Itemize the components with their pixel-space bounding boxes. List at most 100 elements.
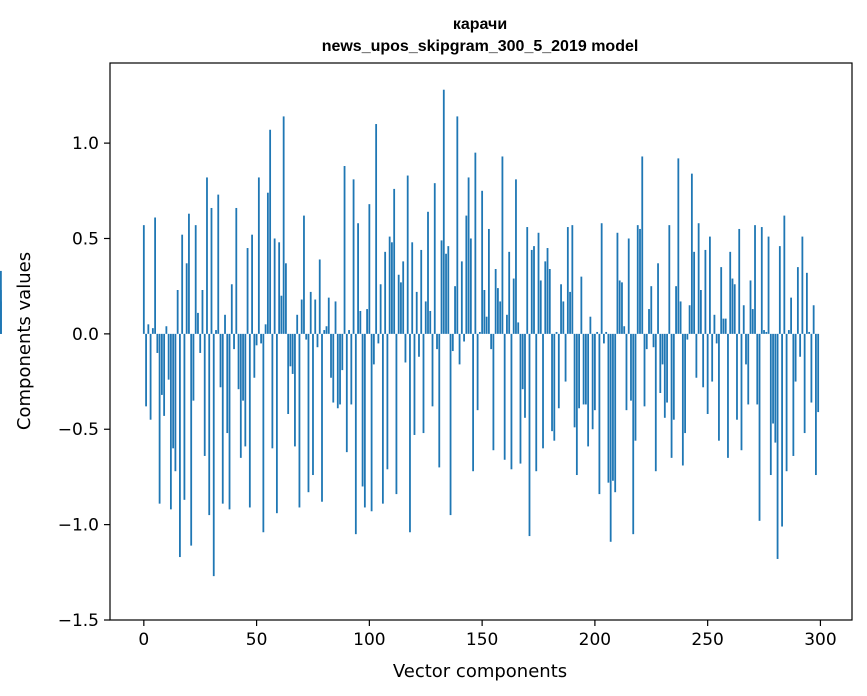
bar-243 — [690, 173, 693, 334]
bar-190 — [571, 225, 574, 334]
bar-32 — [215, 330, 217, 334]
bar-204 — [603, 333, 605, 344]
bar-64 — [287, 333, 290, 414]
bar-279 — [772, 333, 774, 424]
bar-217 — [632, 333, 635, 535]
bar-154 — [490, 333, 493, 350]
bar-38 — [228, 333, 231, 510]
bar-73 — [307, 333, 310, 493]
bar-65 — [289, 333, 292, 367]
bar-51 — [257, 177, 260, 334]
bar-172 — [530, 249, 533, 334]
bar-230 — [661, 333, 664, 365]
bar-95 — [357, 223, 359, 334]
y-tick-label: 1.0 — [72, 134, 99, 154]
bar-49 — [253, 333, 256, 378]
bar-214 — [625, 333, 628, 411]
bar-149 — [478, 331, 481, 334]
bar-256 — [720, 267, 723, 334]
bar-282 — [778, 246, 781, 334]
bar-193 — [578, 333, 580, 409]
bar-133 — [442, 89, 445, 334]
bar-43 — [239, 333, 242, 458]
bar-47 — [248, 333, 251, 508]
bar-71 — [303, 215, 305, 334]
bar-203 — [600, 223, 603, 334]
bar-260 — [729, 251, 732, 334]
bar-5 — [154, 217, 156, 334]
bar-83 — [330, 333, 332, 378]
bar-108 — [386, 333, 389, 470]
bar-52 — [260, 333, 262, 344]
bar-221 — [641, 156, 644, 334]
bar-264 — [738, 228, 741, 334]
bar-3 — [149, 333, 152, 420]
bar-299 — [817, 333, 820, 413]
bar-239 — [681, 333, 684, 466]
bar-46 — [246, 248, 249, 334]
bar-69 — [298, 333, 301, 508]
bar-56 — [269, 129, 272, 334]
bar-276 — [765, 331, 768, 334]
bar-272 — [756, 333, 759, 405]
x-tick-label: 150 — [466, 630, 498, 650]
bar-25 — [199, 333, 202, 353]
bar-266 — [742, 305, 745, 334]
bar-245 — [695, 333, 698, 378]
bar-55 — [266, 192, 269, 334]
bar-211 — [618, 280, 621, 334]
bar-74 — [309, 291, 312, 334]
bar-170 — [526, 227, 529, 334]
bar-122 — [418, 333, 420, 357]
bar-241 — [686, 333, 689, 340]
bar-189 — [569, 291, 571, 334]
bar-70 — [300, 299, 303, 334]
bar-16 — [179, 333, 181, 558]
bar-281 — [776, 333, 779, 559]
bar-171 — [528, 333, 531, 537]
bar-17 — [181, 234, 184, 334]
bar-244 — [693, 251, 696, 334]
bar-89 — [343, 166, 346, 334]
bar-284 — [783, 215, 786, 334]
bar-36 — [224, 314, 226, 334]
bar-165 — [515, 179, 517, 334]
y-tick-label: −1.0 — [58, 516, 99, 536]
bar-188 — [566, 227, 569, 334]
bar-223 — [645, 333, 648, 350]
bar-174 — [535, 333, 538, 472]
bar-259 — [727, 333, 729, 458]
bar-145 — [469, 238, 472, 334]
bar-34 — [219, 333, 222, 388]
bar-267 — [745, 333, 747, 365]
bar-179 — [546, 248, 549, 334]
bar-220 — [639, 228, 641, 334]
bar-35 — [221, 333, 224, 504]
bars-group — [0, 89, 820, 577]
bar-234 — [670, 333, 673, 458]
bar-143 — [465, 215, 468, 334]
bar-78 — [318, 259, 321, 334]
bar-249 — [704, 249, 707, 334]
bar-14 — [174, 333, 177, 472]
bar-232 — [666, 333, 668, 403]
bar-85 — [334, 301, 337, 334]
bar-131 — [438, 333, 441, 468]
bar-147 — [474, 152, 477, 334]
bar-163 — [510, 333, 513, 470]
bar-210 — [616, 232, 619, 334]
x-tick-label: 250 — [691, 630, 723, 650]
bar-88 — [341, 333, 344, 371]
bar-11 — [167, 333, 170, 380]
bar-159 — [501, 156, 504, 334]
bar-144 — [467, 177, 470, 334]
bar-198 — [589, 316, 592, 334]
bar-102 — [372, 333, 375, 365]
bar-175 — [537, 232, 540, 334]
bar-257 — [722, 318, 725, 334]
bar-82 — [327, 297, 330, 334]
bar-80 — [323, 330, 326, 334]
bar-268 — [747, 333, 750, 405]
x-tick-label: 0 — [138, 630, 149, 650]
